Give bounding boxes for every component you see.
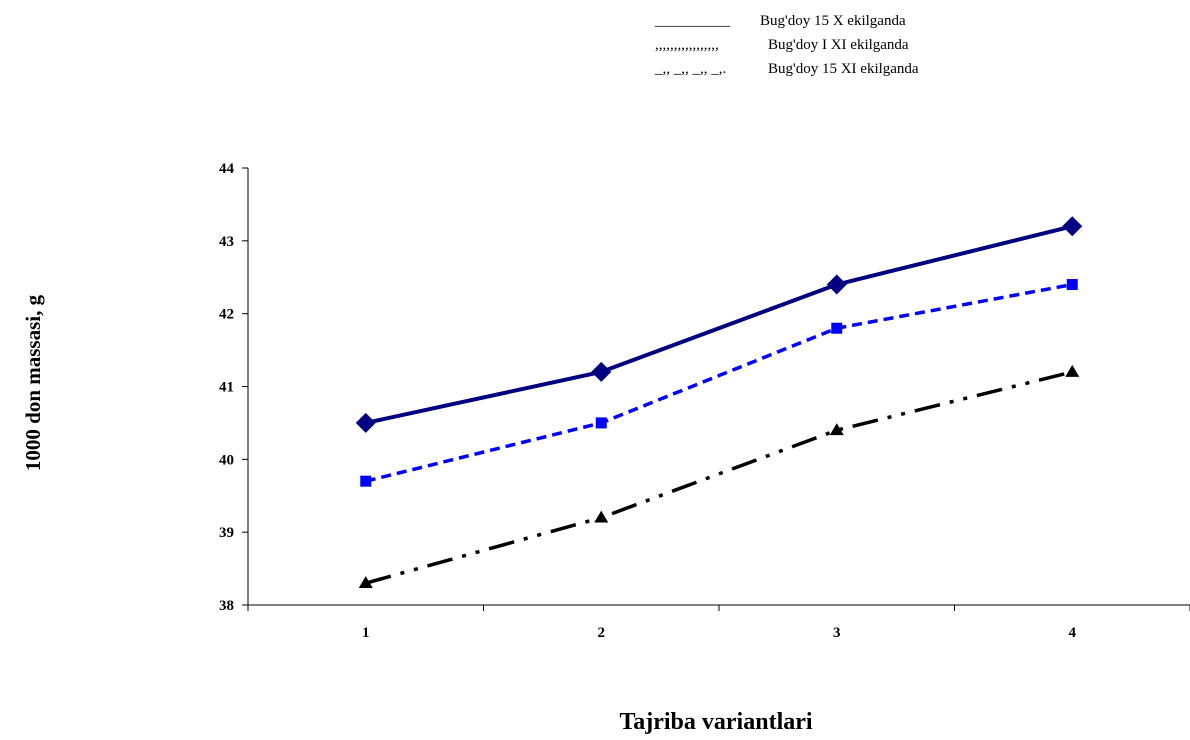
- series-3-point: [594, 510, 609, 523]
- legend-text-2: Bug'doy I XI ekilganda: [768, 37, 909, 53]
- y-tick-label: 41: [219, 380, 234, 396]
- y-tick-label: 43: [219, 234, 234, 250]
- x-tick-label: 1: [362, 625, 370, 641]
- series-2-point: [360, 475, 372, 487]
- legend-text-1: Bug'doy 15 X ekilganda: [760, 13, 906, 29]
- legend: __________ Bug'doy 15 X ekilganda ,,,,,,…: [654, 13, 919, 77]
- y-tick-label: 44: [219, 161, 235, 177]
- series-3-point: [1065, 364, 1080, 377]
- legend-entry-3: _,, _,, _,, _,. Bug'doy 15 XI ekilganda: [654, 61, 919, 77]
- legend-key-3: _,, _,, _,, _,.: [654, 61, 726, 77]
- plot-area: [355, 216, 1083, 589]
- x-tick-label: 2: [598, 625, 606, 641]
- series-2-point: [595, 417, 607, 429]
- legend-key-1: __________: [654, 13, 731, 29]
- series-1-point: [826, 274, 847, 295]
- y-tick-label: 39: [219, 525, 234, 541]
- series-2-line: [365, 282, 1073, 483]
- series-3-line: [365, 370, 1073, 585]
- series-1-point: [1062, 216, 1083, 237]
- x-tick-label: 4: [1069, 625, 1077, 641]
- series-2-point: [1066, 279, 1078, 291]
- y-tick-label: 42: [219, 307, 234, 323]
- legend-text-3: Bug'doy 15 XI ekilganda: [768, 61, 919, 77]
- series-1-point: [591, 361, 612, 382]
- y-tick-label: 38: [219, 598, 234, 614]
- legend-entry-2: ,,,,,,,,,,,,,,,,, Bug'doy I XI ekilganda: [655, 37, 909, 53]
- axes: 38 39 40 41 42 43 44 1 2 3 4: [219, 161, 1190, 641]
- x-tick-label: 3: [833, 625, 841, 641]
- legend-entry-1: __________ Bug'doy 15 X ekilganda: [654, 13, 906, 29]
- y-tick-label: 40: [219, 452, 234, 468]
- series-1-point: [355, 412, 376, 433]
- x-axis-title: Tajriba variantlari: [619, 709, 812, 735]
- y-axis-title: 1000 don massasi, g: [21, 294, 45, 471]
- series-3-point: [358, 576, 373, 589]
- series-3-point: [829, 423, 844, 436]
- series-2-point: [831, 322, 843, 334]
- legend-key-2: ,,,,,,,,,,,,,,,,,: [655, 37, 719, 53]
- series-1-line: [365, 224, 1073, 425]
